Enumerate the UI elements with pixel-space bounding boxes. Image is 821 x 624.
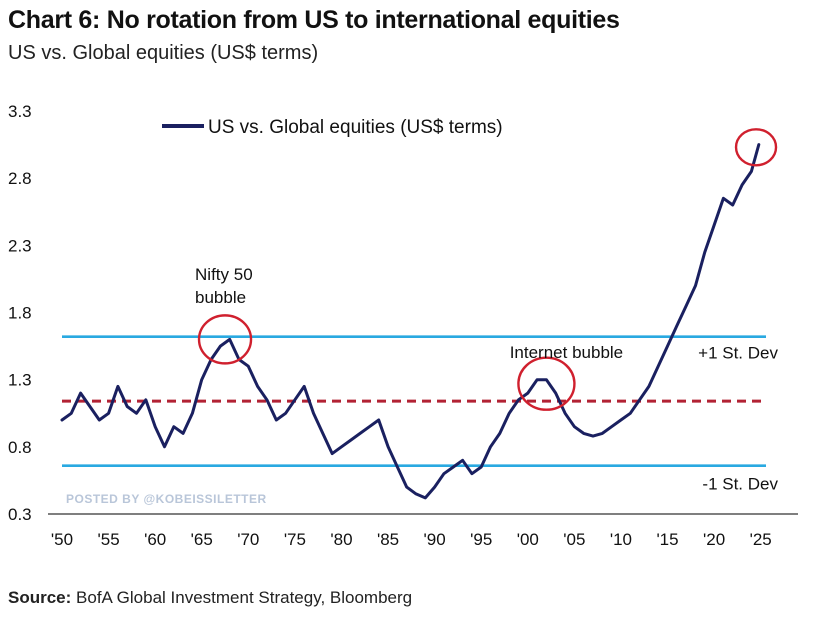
x-tick-label: '90: [424, 530, 446, 549]
annotation-circle-0: [197, 314, 253, 365]
watermark-text: POSTED BY @KOBEISSILETTER: [66, 492, 267, 506]
legend: US vs. Global equities (US$ terms): [162, 117, 503, 138]
x-tick-label: '65: [191, 530, 213, 549]
annotation-circle-2: [734, 128, 778, 167]
annotation-label-0-line1: Nifty 50: [195, 265, 253, 284]
y-tick-label: 0.3: [8, 505, 32, 524]
y-tick-label: 2.8: [8, 169, 32, 188]
reference-lines: [62, 335, 766, 467]
x-tick-label: '75: [284, 530, 306, 549]
y-tick-label: 3.3: [8, 102, 32, 121]
reference-label-2: -1 St. Dev: [702, 475, 778, 494]
x-tick-label: '95: [470, 530, 492, 549]
source-note: Source: BofA Global Investment Strategy,…: [8, 588, 412, 608]
x-tick-label: '05: [563, 530, 585, 549]
reference-label-0: +1 St. Dev: [698, 344, 778, 363]
x-tick-label: '70: [237, 530, 259, 549]
x-axis-tick-labels: '50 '55 '60 '65 '70 '75 '80 '85 '90 '95 '00 '05 '10 '…: [51, 530, 772, 549]
x-tick-label: '80: [330, 530, 352, 549]
x-tick-label: '55: [98, 530, 120, 549]
x-tick-label: '85: [377, 530, 399, 549]
series-line-0: [60, 143, 761, 500]
annotation-label-0-line2: bubble: [195, 288, 246, 307]
x-tick-label: '00: [517, 530, 539, 549]
annotation-circle-1: [517, 356, 576, 411]
annotation-label-1: Internet bubble: [510, 343, 623, 362]
chart-subtitle: US vs. Global equities (US$ terms): [8, 42, 319, 64]
y-tick-label: 1.3: [8, 371, 32, 390]
x-tick-label: '25: [750, 530, 772, 549]
x-tick-label: '10: [610, 530, 632, 549]
x-tick-label: '15: [656, 530, 678, 549]
annotation-labels: Nifty 50 bubble Internet bubble: [195, 265, 623, 362]
y-tick-label: 0.8: [8, 438, 32, 457]
source-text: BofA Global Investment Strategy, Bloombe…: [76, 588, 413, 607]
x-tick-label: '20: [703, 530, 725, 549]
y-tick-label: 2.3: [8, 236, 32, 255]
x-tick-label: '60: [144, 530, 166, 549]
y-axis-tick-labels: 3.3 2.8 2.3 1.8 1.3 0.8 0.3: [8, 102, 32, 524]
chart-title: Chart 6: No rotation from US to internat…: [8, 6, 620, 34]
x-tick-label: '50: [51, 530, 73, 549]
series-lines: [60, 143, 761, 500]
y-tick-label: 1.8: [8, 304, 32, 323]
reference-line-labels: +1 St. Dev -1 St. Dev: [698, 344, 778, 494]
legend-label: US vs. Global equities (US$ terms): [208, 117, 503, 138]
source-label: Source:: [8, 588, 72, 607]
annotation-circles: [197, 128, 778, 411]
